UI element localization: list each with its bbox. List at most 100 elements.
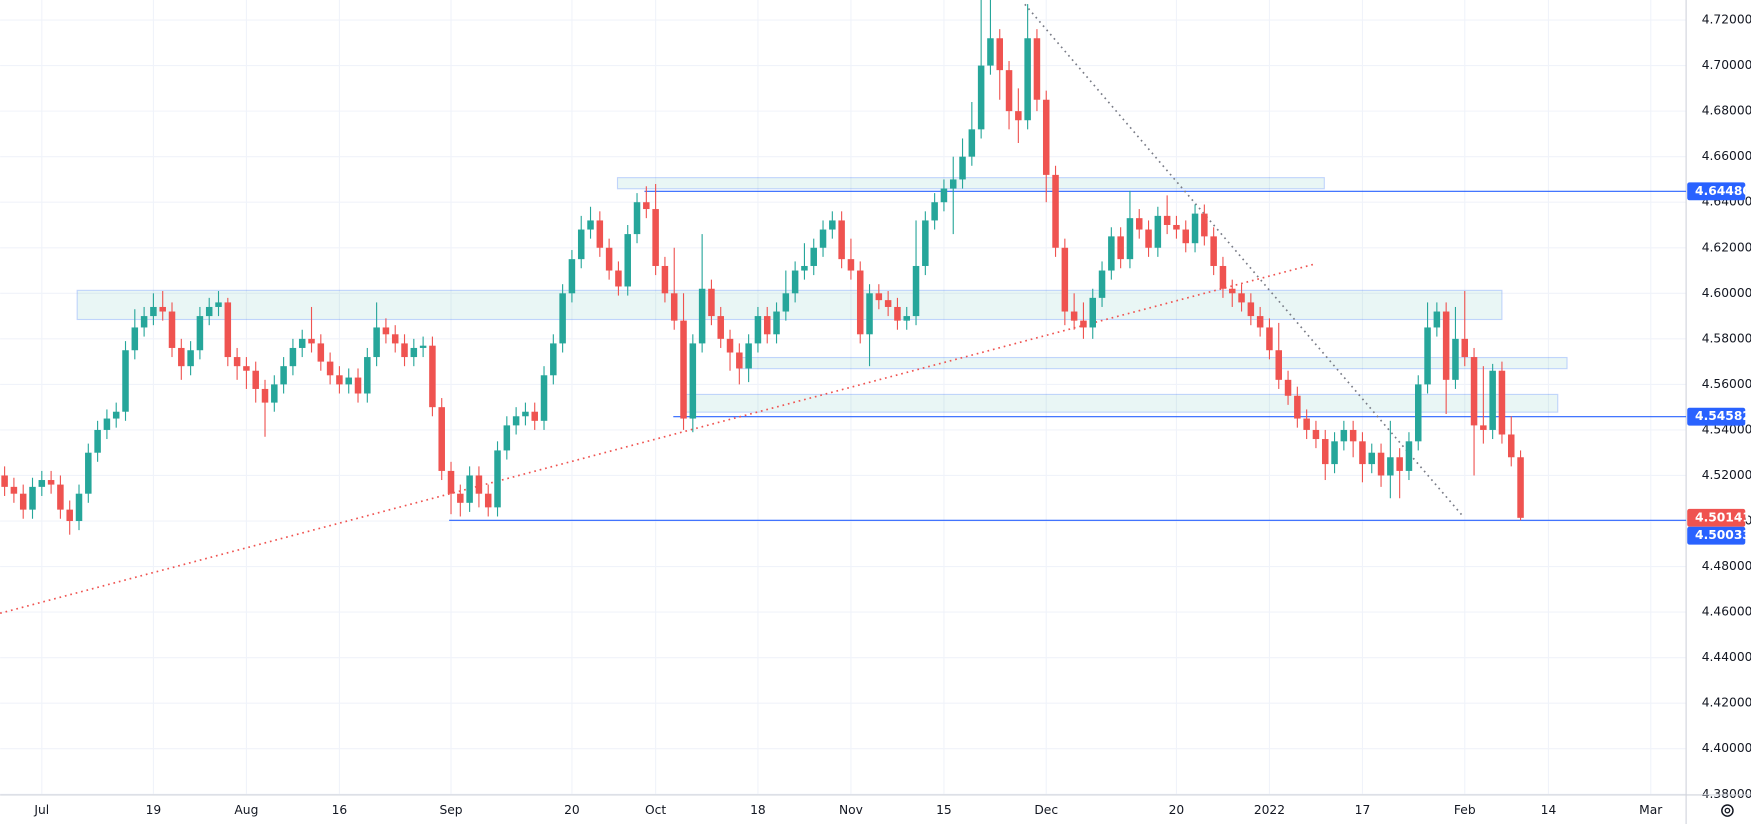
candle-body	[1359, 441, 1366, 465]
x-tick-label: Sep	[439, 803, 462, 817]
candle-body	[1489, 370, 1496, 430]
candle-body	[903, 316, 910, 321]
candle-body	[1163, 215, 1171, 225]
candle-body	[866, 293, 873, 335]
candle-body	[354, 377, 362, 394]
candle-body	[19, 493, 27, 510]
candle-body	[438, 407, 445, 471]
settings-icon[interactable]	[1721, 804, 1734, 817]
candle-body	[773, 311, 780, 335]
candle-body	[1228, 288, 1236, 294]
candle-body	[484, 493, 492, 508]
candle-body	[996, 38, 1003, 71]
candle-body	[977, 65, 985, 130]
candle-body	[280, 366, 287, 385]
candle-body	[717, 316, 724, 339]
candle-body	[326, 361, 334, 376]
candle-body	[1033, 38, 1041, 100]
candle-body	[680, 320, 687, 419]
candle-body	[271, 384, 278, 403]
y-tick-label: 4.42000	[1702, 696, 1751, 710]
candle-body	[85, 452, 92, 494]
candle-body	[1015, 111, 1022, 121]
candle-body	[922, 220, 929, 266]
trend-line	[0, 262, 1317, 615]
y-tick-label: 4.62000	[1702, 240, 1751, 254]
candle-body	[791, 270, 799, 294]
candle-body	[168, 311, 176, 348]
candle-body	[1368, 452, 1376, 465]
candle-body	[763, 316, 771, 335]
candle-body	[959, 156, 966, 180]
candle-body	[894, 306, 901, 321]
candle-body	[810, 247, 817, 266]
candle-body	[261, 388, 269, 403]
candle-body	[624, 234, 631, 287]
candle-body	[1377, 452, 1385, 476]
zone	[76, 289, 1503, 321]
x-tick-label: Jul	[33, 803, 49, 817]
candle-body	[689, 343, 697, 419]
candle-body	[726, 338, 734, 353]
candle-body	[38, 480, 46, 487]
candle-body	[1061, 247, 1069, 312]
candle-body	[801, 265, 808, 271]
candle-body	[1414, 384, 1422, 442]
candle-body	[1294, 395, 1301, 419]
x-tick-label: 2022	[1254, 803, 1285, 817]
candle-body	[652, 209, 659, 266]
candle-body	[838, 220, 845, 260]
x-tick-label: Nov	[839, 803, 863, 817]
candle-body	[1108, 236, 1115, 271]
candle-body	[661, 265, 669, 294]
candle-body	[57, 484, 64, 510]
candle-body	[782, 293, 790, 312]
y-tick-label: 4.68000	[1702, 104, 1751, 118]
candle-body	[494, 450, 501, 508]
candle-body	[754, 316, 762, 344]
candle-body	[968, 129, 976, 157]
candle-body	[66, 509, 73, 522]
candle-body	[643, 202, 650, 210]
candle-body	[410, 347, 418, 358]
candle-body	[1433, 311, 1441, 328]
candle-body	[401, 343, 408, 358]
y-tick-label: 4.54000	[1702, 422, 1751, 436]
candle-body	[252, 370, 259, 389]
candle-body	[1117, 236, 1124, 260]
candle-body	[364, 357, 371, 394]
gear-ring	[1721, 804, 1734, 817]
zone	[616, 177, 1325, 190]
price-tag-label: 4.50141	[1695, 510, 1751, 524]
candle-body	[884, 300, 892, 307]
candle-body	[112, 411, 120, 419]
candle-body	[1042, 99, 1050, 175]
zone	[682, 393, 1559, 413]
candle-body	[1349, 429, 1357, 442]
candle-body	[178, 347, 185, 367]
candle-body	[1247, 302, 1255, 317]
y-tick-label: 4.38000	[1702, 787, 1751, 801]
candle-body	[1089, 297, 1096, 328]
candle-body	[559, 293, 566, 344]
zone	[737, 356, 1568, 370]
candle-body	[1210, 236, 1217, 266]
candle-body	[949, 179, 957, 189]
x-tick-label: 14	[1541, 803, 1557, 817]
candle-body	[1052, 174, 1059, 248]
candle-body	[1275, 350, 1283, 380]
candle-body	[931, 202, 938, 221]
x-tick-label: Feb	[1454, 803, 1476, 817]
x-tick-label: 16	[332, 803, 348, 817]
candle-body	[150, 306, 157, 317]
candle-body	[187, 350, 194, 367]
candle-body	[1387, 457, 1394, 476]
candle-body	[103, 418, 111, 430]
x-tick-label: 17	[1355, 803, 1371, 817]
candle-body	[1080, 320, 1087, 328]
price-tag	[1687, 526, 1746, 545]
candle-body	[1284, 379, 1292, 396]
price-tag	[1687, 182, 1746, 201]
candle-body	[336, 375, 343, 385]
gear-hub	[1724, 807, 1731, 814]
